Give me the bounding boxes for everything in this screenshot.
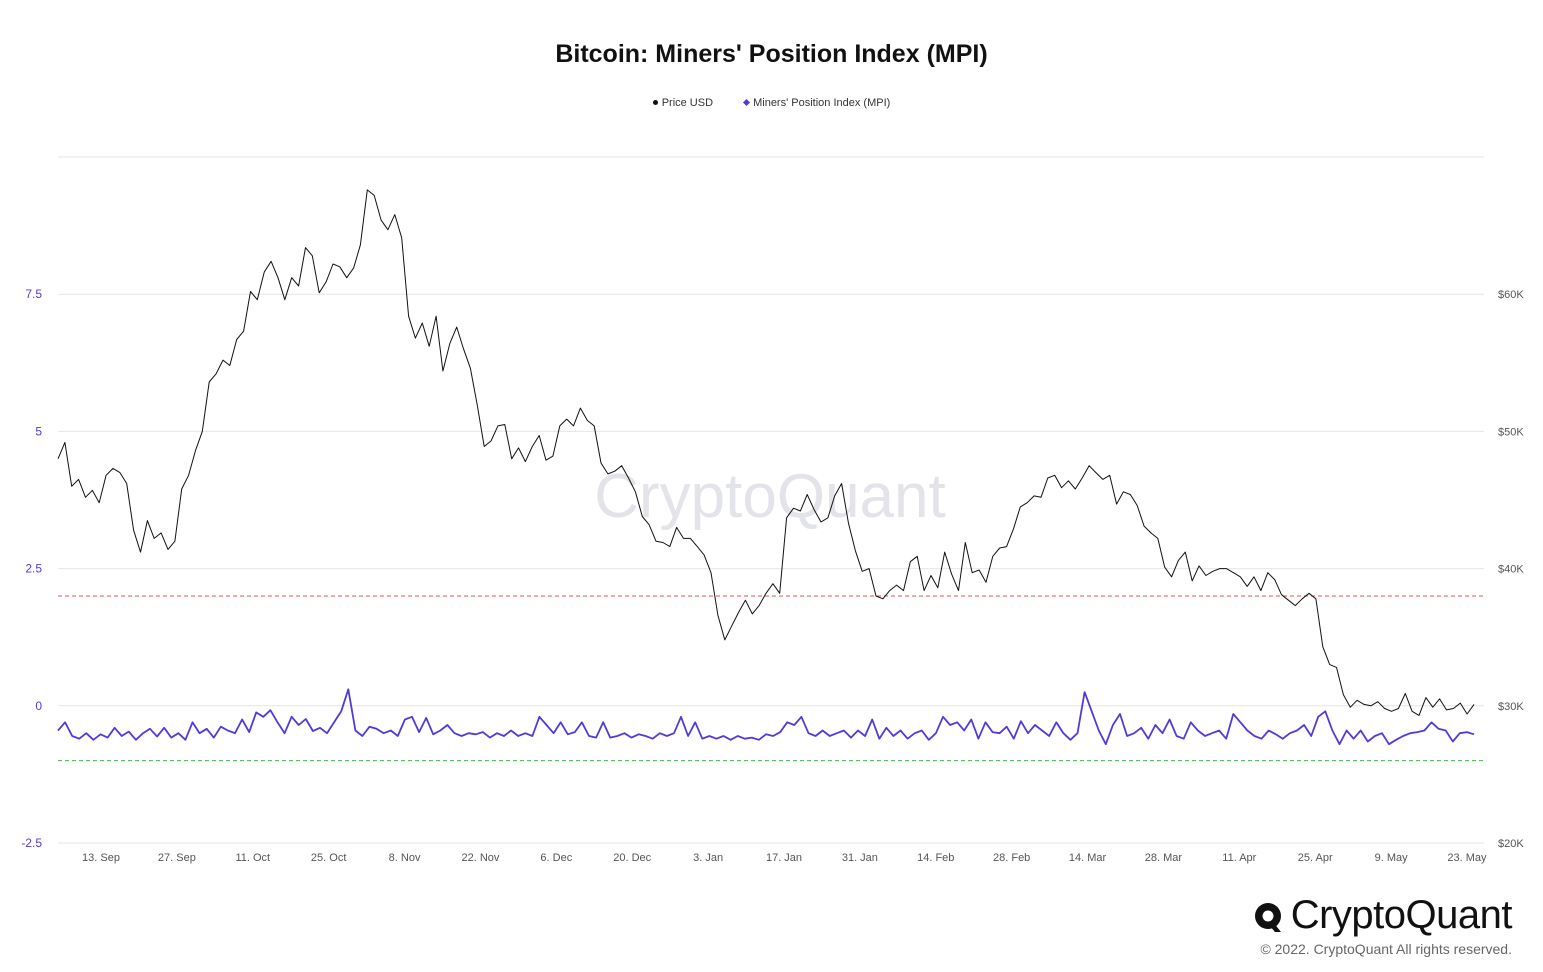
right-axis-tick-label: $20K [1498,838,1524,850]
legend-item-price[interactable]: Price USD [652,97,714,109]
watermark-text: CryptoQuant [594,462,946,531]
x-axis-tick-label: 11. Apr [1222,852,1256,864]
legend-item-mpi[interactable]: Miners' Position Index (MPI) [743,97,891,109]
left-axis-tick-label: -2.5 [21,836,42,850]
x-axis-tick-label: 20. Dec [613,852,651,864]
right-axis-tick-label: $60K [1498,289,1524,301]
copyright-text: © 2022. CryptoQuant All rights reserved. [1260,941,1512,957]
left-axis-tick-label: 0 [35,699,42,713]
x-axis-tick-label: 28. Mar [1145,852,1183,864]
legend-label-price: Price USD [661,97,714,109]
x-axis-tick-label: 22. Nov [461,852,499,864]
x-axis-tick-label: 23. May [1447,852,1487,864]
mpi-series-line [57,688,1475,746]
x-axis-tick-label: 25. Oct [311,852,346,864]
x-axis-tick-label: 31. Jan [842,852,878,864]
x-axis-tick-label: 27. Sep [158,852,196,864]
x-axis-tick-label: 8. Nov [389,852,421,864]
x-axis-tick-label: 25. Apr [1298,852,1333,864]
right-axis-tick-label: $40K [1498,564,1524,576]
x-axis-tick-label: 17. Jan [766,852,802,864]
brand-name: CryptoQuant [1290,893,1513,937]
left-axis-tick-label: 5 [35,424,42,438]
cryptoquant-logo-icon [1236,900,1281,932]
x-axis-tick-label: 14. Feb [917,852,954,864]
brand-logo: CryptoQuant [1235,893,1513,938]
right-axis-tick-label: $30K [1498,701,1524,713]
x-axis-tick-label: 28. Feb [993,852,1030,864]
x-axis-tick-label: 14. Mar [1069,852,1107,864]
legend-label-mpi: Miners' Position Index (MPI) [753,97,891,109]
x-axis-tick-label: 11. Oct [235,852,270,864]
left-axis-tick-label: 7.5 [25,287,42,301]
price-usd-series-line [57,189,1475,716]
x-axis-tick-label: 13. Sep [82,852,120,864]
x-axis-tick-label: 6. Dec [540,852,572,864]
chart-title: Bitcoin: Miners' Position Index (MPI) [555,40,988,68]
x-axis-tick-label: 3. Jan [693,852,723,864]
chart-legend: Price USD Miners' Position Index (MPI) [0,97,1543,109]
dot-icon [652,100,658,105]
x-axis-tick-label: 9. May [1375,852,1409,864]
left-axis-tick-label: 2.5 [25,562,42,576]
right-axis-tick-label: $50K [1498,426,1524,438]
